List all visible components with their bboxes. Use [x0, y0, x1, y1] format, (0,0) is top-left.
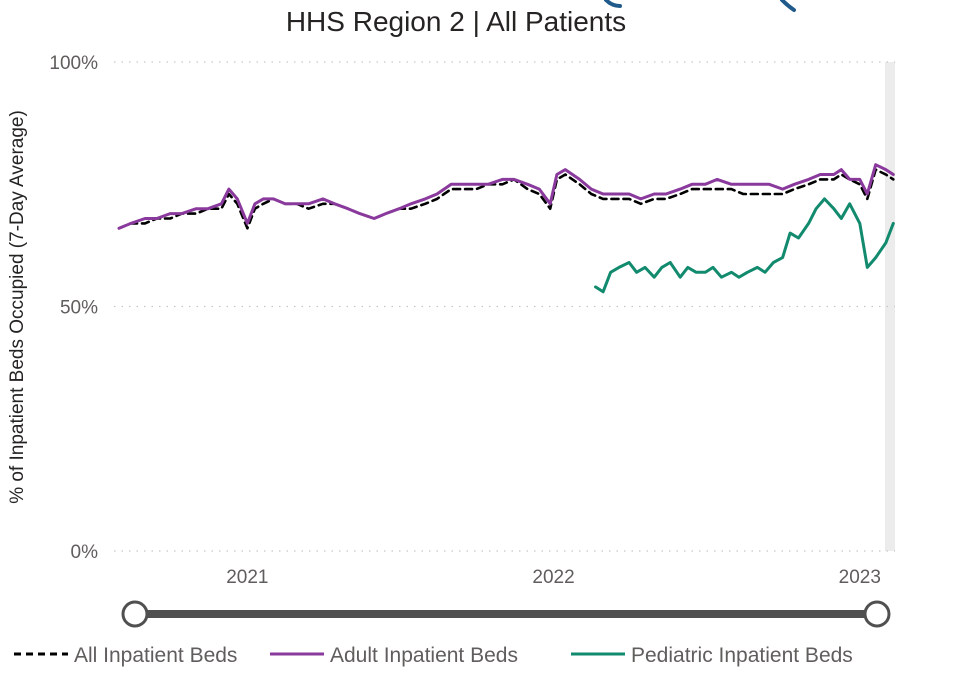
series-line-3 — [594, 197, 895, 294]
legend-item-3: Pediatric Inpatient Beds — [571, 644, 853, 667]
legend-label: All Inpatient Beds — [74, 644, 237, 667]
y-tick-label: 50% — [60, 298, 98, 319]
x-tick-label: 2023 — [839, 567, 881, 588]
y-tick-label: 100% — [49, 53, 98, 74]
legend-label: Adult Inpatient Beds — [330, 644, 518, 667]
chart-title: HHS Region 2 | All Patients — [286, 6, 626, 37]
legend: All Inpatient Beds Adult Inpatient Beds Pe… — [14, 644, 853, 667]
series-line-2 — [117, 163, 895, 230]
legend-item-2: Adult Inpatient Beds — [270, 644, 518, 667]
x-tick-label: 2022 — [532, 567, 574, 588]
decor-arc-left — [604, 0, 622, 8]
decorative-arcs — [604, 0, 796, 12]
decor-arc-right — [780, 0, 796, 12]
y-axis: 0% 50% 100% — [49, 53, 98, 563]
date-range-slider[interactable] — [121, 600, 891, 628]
slider-handle-end[interactable] — [863, 600, 891, 628]
y-tick-label: 0% — [71, 542, 99, 563]
slider-handle-start[interactable] — [121, 600, 149, 628]
legend-label: Pediatric Inpatient Beds — [631, 644, 853, 667]
x-tick-label: 2021 — [226, 567, 268, 588]
legend-item-1: All Inpatient Beds — [14, 644, 237, 667]
x-axis: 2021 2022 2023 — [226, 567, 881, 588]
highlight-band — [884, 62, 895, 551]
plot-area — [114, 61, 895, 552]
y-axis-label: % of Inpatient Beds Occupied (7-Day Aver… — [7, 110, 28, 504]
